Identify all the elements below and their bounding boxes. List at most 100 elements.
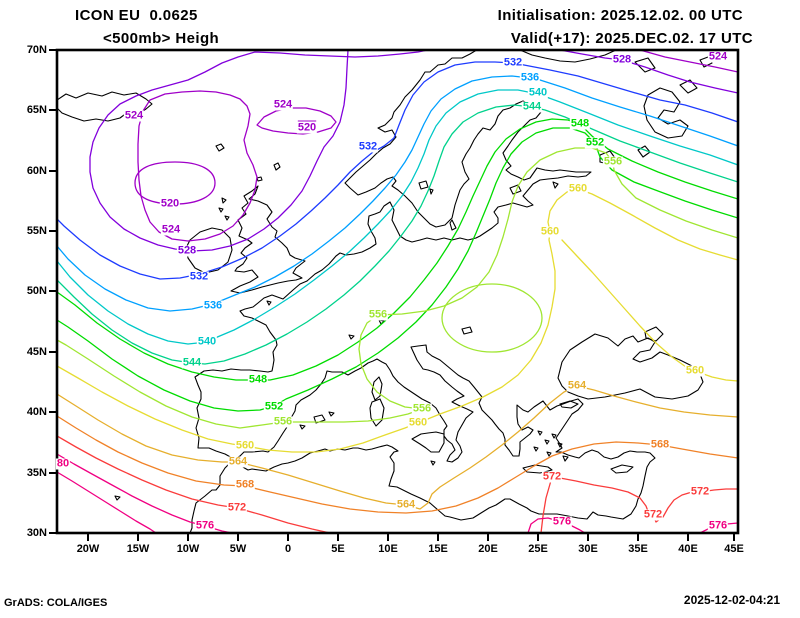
- map-frame: [55, 48, 740, 535]
- contour-label: 524: [160, 223, 182, 236]
- lat-tick: [49, 472, 56, 474]
- contour-label: 536: [519, 71, 541, 84]
- contour-label: 524: [272, 98, 294, 111]
- contour-label: 556: [272, 415, 294, 428]
- lon-tick: [287, 534, 289, 541]
- lon-tick-label: 10E: [378, 543, 398, 555]
- init-time: Initialisation: 2025.12.02. 00 UTC: [497, 7, 743, 24]
- lon-tick: [487, 534, 489, 541]
- contour-label: 528: [176, 244, 198, 257]
- lat-tick: [49, 109, 56, 111]
- lon-tick-label: 20W: [76, 543, 100, 555]
- contour-label: 524: [123, 109, 145, 122]
- coast-kola: [519, 50, 617, 63]
- contour-label: 560: [234, 439, 256, 452]
- lon-tick-label: 15E: [428, 543, 448, 555]
- contour-label: 576: [707, 519, 729, 532]
- contour-560-east: [561, 239, 738, 382]
- lon-tick: [237, 534, 239, 541]
- lon-tick-label: 20E: [478, 543, 498, 555]
- contour-label: 548: [247, 373, 269, 386]
- lat-tick-label: 40N: [26, 406, 47, 418]
- contour-label: 556: [602, 155, 624, 168]
- coast-iceland: [57, 91, 153, 122]
- lat-tick-label: 30N: [26, 527, 47, 539]
- contour-552: [57, 127, 738, 412]
- contour-label: 572: [226, 501, 248, 514]
- contour-label: 520: [296, 121, 318, 134]
- coast-arctic-isles: [634, 56, 713, 94]
- lat-tick-label: 50N: [26, 285, 47, 297]
- contour-528-ne: [559, 50, 738, 94]
- lat-tick: [49, 290, 56, 292]
- contour-label: 548: [569, 117, 591, 130]
- lon-tick-label: 0: [284, 543, 292, 555]
- lat-tick: [49, 411, 56, 413]
- contour-528-horseshoe: [89, 50, 431, 252]
- coast-aegean-isles: [533, 430, 563, 457]
- contour-label: 544: [521, 100, 543, 113]
- lat-tick-label: 45N: [26, 346, 47, 358]
- contour-label: 564: [395, 498, 417, 511]
- contour-label: 576: [551, 515, 573, 528]
- contour-556-closed: [441, 283, 543, 353]
- lon-tick-label: 40E: [678, 543, 698, 555]
- contour-label: 556: [367, 308, 389, 321]
- model-title: ICON EU 0.0625: [75, 7, 198, 24]
- coast-black-sea: [557, 333, 704, 400]
- contour-544: [57, 104, 738, 365]
- lat-tick-label: 70N: [26, 44, 47, 56]
- contour-label: 572: [642, 508, 664, 521]
- lon-tick: [387, 534, 389, 541]
- contours: [57, 50, 738, 533]
- contour-label: 552: [584, 136, 606, 149]
- contour-label: 568: [234, 478, 256, 491]
- contour-label: 560: [567, 182, 589, 195]
- contour-532: [57, 61, 738, 280]
- contour-564: [57, 385, 738, 510]
- coast-small-isles: [114, 143, 281, 501]
- lon-tick: [337, 534, 339, 541]
- coast-balearics: [299, 411, 335, 430]
- contour-label: 532: [357, 140, 379, 153]
- contour-label: 524: [707, 50, 729, 63]
- lon-tick: [87, 534, 89, 541]
- coast-sicily-malta: [411, 431, 445, 466]
- lat-tick-label: 55N: [26, 225, 47, 237]
- contour-label: 528: [611, 53, 633, 66]
- contour-524-main-low: [137, 90, 258, 242]
- lat-tick: [49, 351, 56, 353]
- contour-label: 576: [194, 519, 216, 532]
- coast-ireland: [185, 227, 233, 274]
- contour-label: 80: [55, 457, 71, 470]
- lon-tick-label: 30E: [578, 543, 598, 555]
- coast-britain: [230, 185, 306, 294]
- lon-tick: [437, 534, 439, 541]
- contour-572-west: [57, 435, 331, 533]
- lat-tick: [49, 170, 56, 172]
- contour-label: 544: [181, 356, 203, 369]
- coast-west-europe-med: [194, 280, 579, 463]
- lon-tick-label: 45E: [724, 543, 744, 555]
- contour-560-main: [57, 188, 738, 453]
- lat-tick: [49, 532, 56, 534]
- contour-580: [57, 471, 157, 533]
- contour-label: 560: [539, 225, 561, 238]
- lat-tick-label: 65N: [26, 104, 47, 116]
- lat-tick-label: 35N: [26, 467, 47, 479]
- contour-label: 564: [227, 455, 249, 468]
- contour-label: 536: [202, 299, 224, 312]
- coast-crete-cyprus: [522, 455, 634, 474]
- contour-label: 568: [649, 438, 671, 451]
- contour-548: [57, 118, 738, 381]
- contour-label: 560: [684, 364, 706, 377]
- contour-label: 564: [566, 379, 588, 392]
- coast-azov-marmara: [559, 326, 664, 409]
- lon-tick-label: 25E: [528, 543, 548, 555]
- contour-label: 540: [527, 86, 549, 99]
- lon-tick-label: 5E: [331, 543, 345, 555]
- grads-credit: GrADS: COLA/IGES: [4, 597, 108, 609]
- lon-tick: [637, 534, 639, 541]
